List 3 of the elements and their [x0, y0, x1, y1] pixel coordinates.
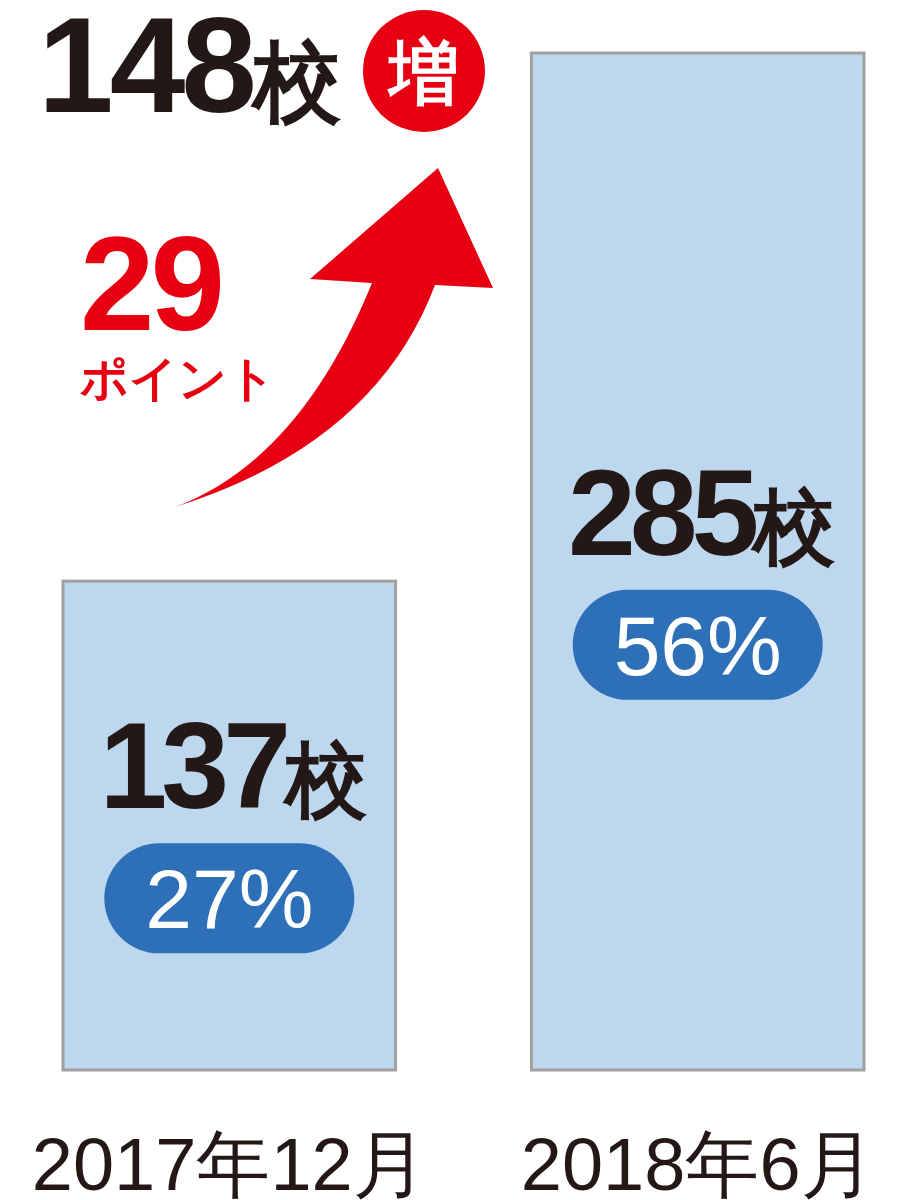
annotation: 56%	[613, 598, 782, 693]
headline: 148校	[38, 0, 341, 141]
annotation: 27%	[145, 852, 314, 947]
